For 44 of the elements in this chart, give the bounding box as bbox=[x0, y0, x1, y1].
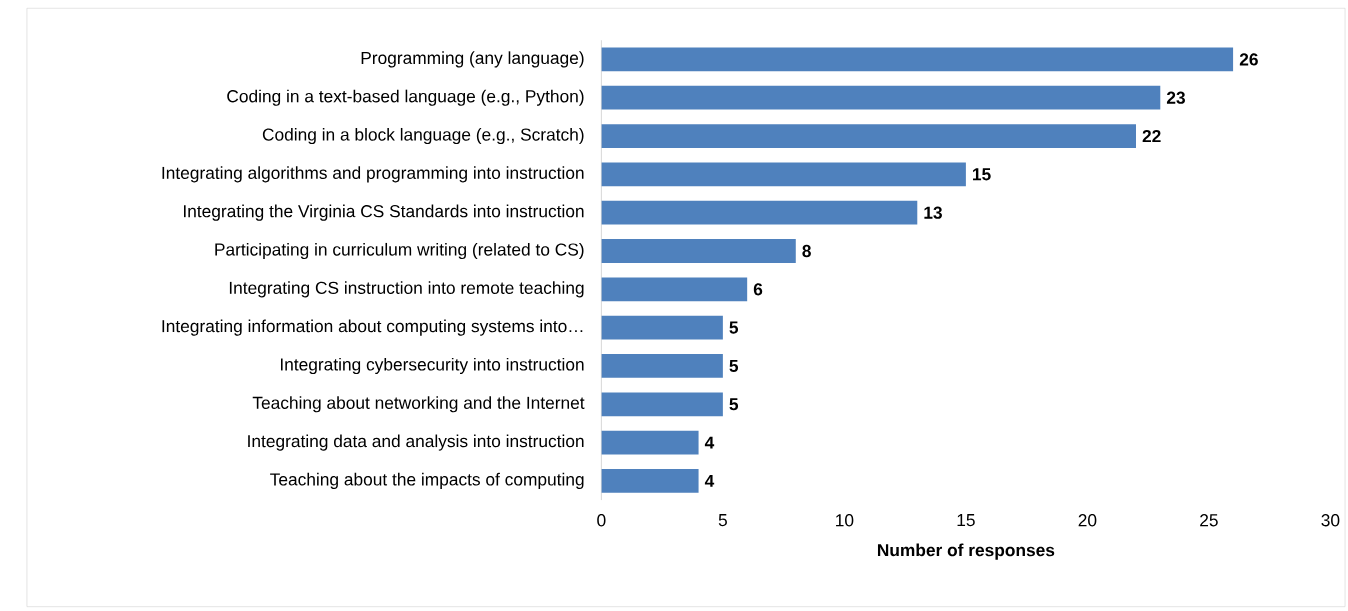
data-label: 5 bbox=[729, 398, 739, 411]
y-tick-label: Teaching about the impacts of computing bbox=[270, 472, 584, 489]
bar bbox=[601, 200, 918, 225]
data-label: 5 bbox=[729, 359, 739, 373]
data-label: 4 bbox=[704, 436, 715, 449]
x-tick-label: 0 bbox=[597, 514, 606, 527]
x-axis-title: Number of responses bbox=[877, 543, 1055, 560]
bar bbox=[601, 124, 1136, 148]
y-tick-label: Integrating cybersecurity into instruction bbox=[280, 357, 584, 375]
x-tick-label: 25 bbox=[1200, 514, 1218, 527]
y-tick-label: Teaching about networking and the Internet bbox=[252, 396, 585, 413]
x-tick-label: 20 bbox=[1078, 514, 1097, 527]
bar bbox=[601, 162, 966, 187]
y-tick-label: Coding in a text-based language (e.g., Python) bbox=[227, 89, 584, 106]
y-tick-label: Programming (any language) bbox=[361, 51, 584, 68]
bar bbox=[601, 430, 699, 455]
data-label: 26 bbox=[1239, 53, 1258, 66]
y-tick-label: Participating in curriculum writing (related to CS) bbox=[215, 242, 584, 260]
x-tick-label: 5 bbox=[718, 514, 727, 527]
x-tick-label: 10 bbox=[836, 514, 854, 527]
bar bbox=[601, 315, 723, 340]
y-tick-label: Integrating data and analysis into instruction bbox=[248, 434, 584, 451]
y-tick-label: Coding in a block language (e.g., Scratch) bbox=[262, 127, 584, 145]
bar bbox=[601, 85, 1161, 110]
bar bbox=[601, 277, 748, 302]
y-tick-label: Integrating information about computing systems into… bbox=[162, 319, 583, 336]
bar bbox=[601, 392, 723, 417]
y-tick-label: Integrating the Virginia CS Standards into instruction bbox=[184, 204, 584, 221]
data-label: 5 bbox=[729, 321, 739, 334]
y-tick-label: Integrating algorithms and programming into instruction bbox=[162, 166, 584, 183]
data-label: 6 bbox=[753, 283, 763, 296]
data-label: 22 bbox=[1142, 130, 1161, 143]
y-tick-label: Integrating CS instruction into remote teaching bbox=[229, 281, 584, 298]
data-label: 23 bbox=[1166, 91, 1185, 104]
x-tick-label: 30 bbox=[1321, 514, 1340, 527]
data-label: 8 bbox=[802, 244, 811, 258]
bar bbox=[601, 354, 723, 378]
bar bbox=[601, 239, 796, 263]
x-tick-label: 15 bbox=[957, 514, 975, 527]
bar bbox=[601, 469, 699, 493]
bar bbox=[601, 47, 1234, 72]
data-label: 13 bbox=[924, 206, 942, 219]
data-label: 15 bbox=[973, 168, 991, 181]
data-label: 4 bbox=[704, 474, 715, 487]
